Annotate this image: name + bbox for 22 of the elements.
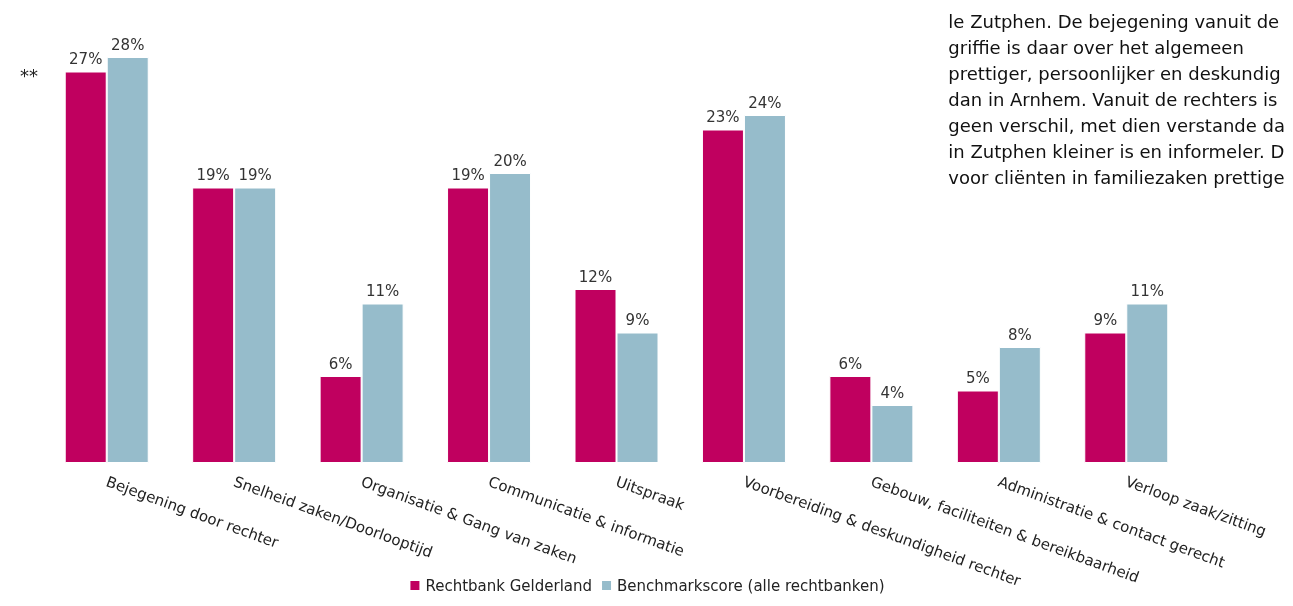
data-label: 19%	[451, 166, 485, 184]
data-label: 9%	[1093, 311, 1118, 329]
legend-label: Benchmarkscore (alle rechtbanken)	[617, 576, 885, 595]
data-label: 11%	[1130, 282, 1164, 300]
data-label: 19%	[238, 166, 272, 184]
legend-label: Rechtbank Gelderland	[425, 576, 593, 595]
data-label: 4%	[880, 383, 905, 402]
data-label: 27%	[69, 50, 103, 68]
data-label: 20%	[493, 151, 527, 170]
data-label: 28%	[111, 35, 145, 54]
data-label: 9%	[625, 311, 650, 329]
data-label: 24%	[748, 93, 782, 112]
data-label: 12%	[578, 267, 613, 286]
data-label: 19%	[196, 166, 230, 184]
data-label: 23%	[706, 108, 740, 126]
data-label: 6%	[838, 354, 863, 373]
data-label: 8%	[1007, 325, 1032, 344]
data-label: 11%	[365, 282, 400, 300]
annotation: le Zutphen. De bejegening vanuit de griffie is daar over het algemeen prettiger, persoonlijker en deskundig dan in Arnhem. Vanuit de rechters is geen verschil, met dien verstande da in Zutphen kleiner is en informeler. D voor cliënten in familiezaken prettige	[948, 10, 1285, 188]
data-label: 5%	[965, 369, 990, 387]
data-label: 6%	[328, 354, 353, 373]
text: **	[20, 64, 38, 86]
